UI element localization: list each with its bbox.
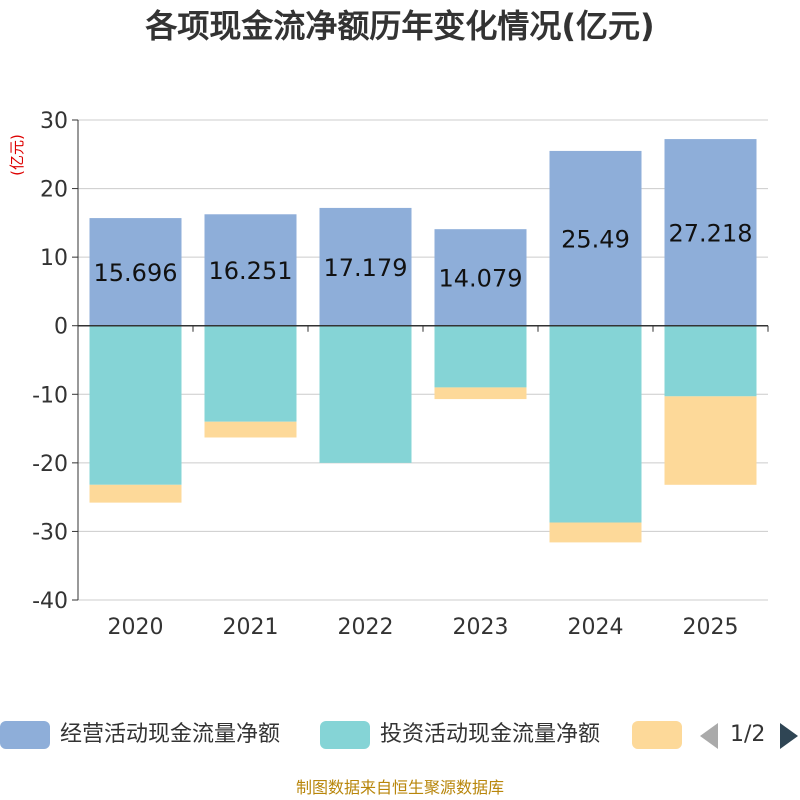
bar-2021-series2 [204, 421, 297, 438]
data-label-2020: 15.696 [94, 259, 178, 287]
y-tick-label: 0 [54, 315, 68, 340]
legend-prev-page-icon[interactable] [700, 723, 718, 749]
x-tick-label: 2023 [453, 615, 509, 640]
data-label-2023: 14.079 [439, 264, 523, 292]
bar-2022-series0 [319, 207, 412, 326]
x-tick-label: 2020 [108, 615, 164, 640]
bar-2024-series1 [549, 325, 642, 523]
legend-page-indicator: 1/2 [730, 722, 766, 747]
y-tick-label: 20 [40, 178, 68, 203]
bar-2022-series1 [319, 325, 412, 463]
y-axis-label: (亿元) [8, 134, 26, 176]
bar-2020-series2 [89, 484, 182, 503]
x-tick-label: 2025 [683, 615, 739, 640]
bar-2023-series2 [434, 387, 527, 400]
y-tick-label: -20 [32, 452, 68, 477]
bar-2025-series0 [664, 139, 757, 326]
data-label-2024: 25.49 [561, 225, 630, 253]
bar-2020-series1 [89, 325, 182, 485]
chart-canvas: 30 20 10 0 -10 -20 -30 -40 (亿元) 15.696 16.251 17.17… [8, 109, 769, 640]
legend-label-operating: 经营活动现金流量净额 [60, 722, 281, 747]
bar-2024-series0 [549, 150, 642, 326]
legend-label-investing: 投资活动现金流量净额 [380, 722, 601, 747]
bar-2025-series2 [664, 396, 757, 485]
bar-2021-series1 [204, 325, 297, 422]
y-tick-label: -40 [32, 589, 68, 614]
bar-2025-series1 [664, 325, 757, 397]
data-label-2021: 16.251 [209, 257, 293, 285]
source-note: 制图数据来自恒生聚源数据库 [295, 778, 504, 797]
y-tick-label: -10 [32, 383, 68, 408]
data-label-2025: 27.218 [669, 219, 753, 247]
bar-2020-series0 [89, 218, 182, 326]
bar-2023-series0 [434, 229, 527, 326]
y-tick-label: 10 [40, 246, 68, 271]
legend-swatch-investing [320, 721, 370, 749]
legend: 经营活动现金流量净额 投资活动现金流量净额 1/2 [0, 715, 800, 755]
legend-swatch-financing [632, 721, 682, 749]
legend-next-page-icon[interactable] [780, 723, 798, 749]
chart-title: 各项现金流净额历年变化情况(亿元) [145, 7, 655, 45]
legend-pager: 1/2 [700, 719, 800, 751]
legend-swatch-operating [0, 721, 50, 749]
bar-2021-series0 [204, 214, 297, 326]
x-tick-label: 2021 [223, 615, 279, 640]
bar-2024-series2 [549, 522, 642, 543]
x-tick-label: 2024 [568, 615, 624, 640]
y-tick-label: -30 [32, 520, 68, 545]
x-tick-label: 2022 [338, 615, 394, 640]
data-label-2022: 17.179 [324, 254, 408, 282]
y-tick-label: 30 [40, 109, 68, 134]
bar-2023-series1 [434, 325, 527, 388]
